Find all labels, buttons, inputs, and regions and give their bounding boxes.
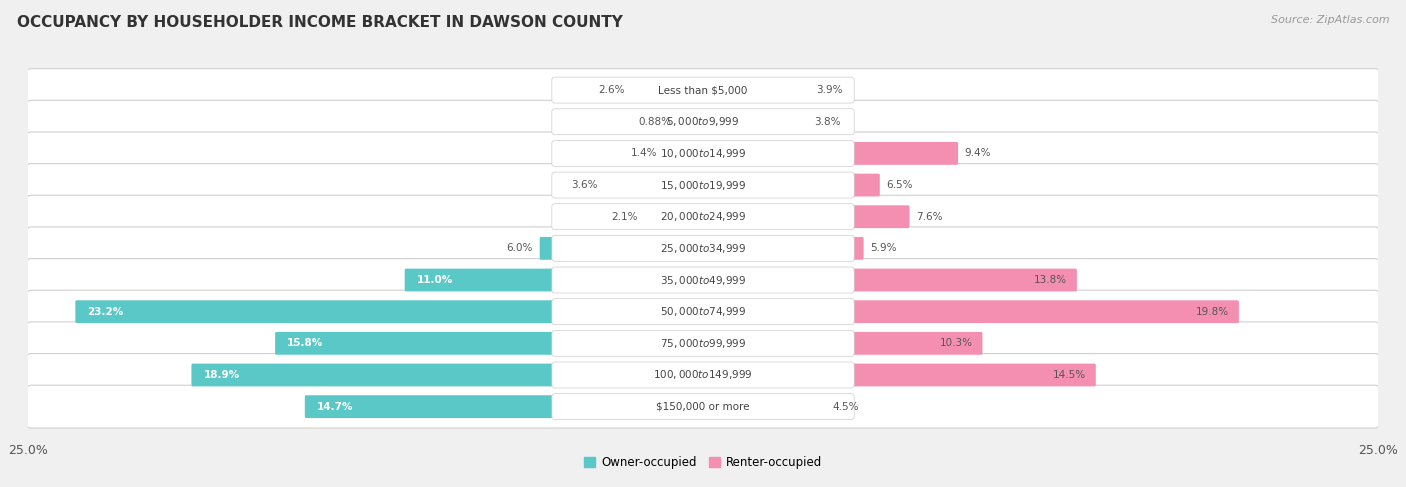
FancyBboxPatch shape	[702, 142, 957, 165]
Text: 23.2%: 23.2%	[87, 307, 124, 317]
Text: 11.0%: 11.0%	[416, 275, 453, 285]
Text: 1.4%: 1.4%	[631, 149, 657, 158]
FancyBboxPatch shape	[702, 206, 910, 228]
FancyBboxPatch shape	[27, 132, 1379, 175]
Text: 2.1%: 2.1%	[612, 212, 638, 222]
FancyBboxPatch shape	[702, 300, 1239, 323]
FancyBboxPatch shape	[27, 164, 1379, 206]
Text: 19.8%: 19.8%	[1197, 307, 1229, 317]
Text: 15.8%: 15.8%	[287, 338, 323, 348]
FancyBboxPatch shape	[678, 111, 704, 133]
Text: 13.8%: 13.8%	[1035, 275, 1067, 285]
Text: 2.6%: 2.6%	[598, 85, 624, 95]
FancyBboxPatch shape	[405, 269, 704, 291]
Text: Less than $5,000: Less than $5,000	[658, 85, 748, 95]
Text: 3.9%: 3.9%	[817, 85, 842, 95]
FancyBboxPatch shape	[27, 100, 1379, 143]
Text: 3.6%: 3.6%	[571, 180, 598, 190]
Text: $35,000 to $49,999: $35,000 to $49,999	[659, 274, 747, 286]
FancyBboxPatch shape	[551, 299, 855, 325]
Text: $15,000 to $19,999: $15,000 to $19,999	[659, 179, 747, 191]
FancyBboxPatch shape	[702, 332, 983, 355]
FancyBboxPatch shape	[27, 195, 1379, 238]
Text: 6.5%: 6.5%	[887, 180, 912, 190]
FancyBboxPatch shape	[27, 322, 1379, 365]
Text: 9.4%: 9.4%	[965, 149, 991, 158]
Text: 5.9%: 5.9%	[870, 244, 897, 253]
FancyBboxPatch shape	[551, 204, 855, 230]
Text: OCCUPANCY BY HOUSEHOLDER INCOME BRACKET IN DAWSON COUNTY: OCCUPANCY BY HOUSEHOLDER INCOME BRACKET …	[17, 15, 623, 30]
FancyBboxPatch shape	[27, 69, 1379, 112]
Text: $100,000 to $149,999: $100,000 to $149,999	[654, 369, 752, 381]
FancyBboxPatch shape	[551, 393, 855, 420]
Text: $20,000 to $24,999: $20,000 to $24,999	[659, 210, 747, 223]
Text: $5,000 to $9,999: $5,000 to $9,999	[666, 115, 740, 128]
Text: $50,000 to $74,999: $50,000 to $74,999	[659, 305, 747, 318]
FancyBboxPatch shape	[27, 290, 1379, 333]
Text: 7.6%: 7.6%	[917, 212, 943, 222]
FancyBboxPatch shape	[27, 354, 1379, 396]
Text: Source: ZipAtlas.com: Source: ZipAtlas.com	[1271, 15, 1389, 25]
FancyBboxPatch shape	[551, 172, 855, 198]
FancyBboxPatch shape	[702, 111, 807, 133]
Text: 10.3%: 10.3%	[941, 338, 973, 348]
Text: 0.88%: 0.88%	[638, 117, 671, 127]
Text: 4.5%: 4.5%	[832, 402, 859, 412]
FancyBboxPatch shape	[702, 79, 810, 101]
FancyBboxPatch shape	[551, 330, 855, 356]
Text: $10,000 to $14,999: $10,000 to $14,999	[659, 147, 747, 160]
Text: $150,000 or more: $150,000 or more	[657, 402, 749, 412]
FancyBboxPatch shape	[305, 395, 704, 418]
FancyBboxPatch shape	[702, 395, 825, 418]
FancyBboxPatch shape	[276, 332, 704, 355]
Text: 3.8%: 3.8%	[814, 117, 841, 127]
FancyBboxPatch shape	[551, 362, 855, 388]
FancyBboxPatch shape	[702, 237, 863, 260]
FancyBboxPatch shape	[631, 79, 704, 101]
FancyBboxPatch shape	[551, 235, 855, 262]
FancyBboxPatch shape	[702, 364, 1095, 386]
FancyBboxPatch shape	[76, 300, 704, 323]
FancyBboxPatch shape	[540, 237, 704, 260]
FancyBboxPatch shape	[551, 267, 855, 293]
Text: 14.7%: 14.7%	[316, 402, 353, 412]
Legend: Owner-occupied, Renter-occupied: Owner-occupied, Renter-occupied	[579, 452, 827, 474]
FancyBboxPatch shape	[702, 174, 880, 196]
FancyBboxPatch shape	[191, 364, 704, 386]
FancyBboxPatch shape	[605, 174, 704, 196]
FancyBboxPatch shape	[551, 109, 855, 135]
Text: 14.5%: 14.5%	[1053, 370, 1087, 380]
Text: 18.9%: 18.9%	[204, 370, 239, 380]
FancyBboxPatch shape	[27, 227, 1379, 270]
Text: $75,000 to $99,999: $75,000 to $99,999	[659, 337, 747, 350]
FancyBboxPatch shape	[27, 385, 1379, 428]
Text: $25,000 to $34,999: $25,000 to $34,999	[659, 242, 747, 255]
FancyBboxPatch shape	[551, 140, 855, 167]
FancyBboxPatch shape	[664, 142, 704, 165]
FancyBboxPatch shape	[551, 77, 855, 103]
Text: 6.0%: 6.0%	[506, 244, 533, 253]
FancyBboxPatch shape	[27, 259, 1379, 301]
FancyBboxPatch shape	[645, 206, 704, 228]
FancyBboxPatch shape	[702, 269, 1077, 291]
